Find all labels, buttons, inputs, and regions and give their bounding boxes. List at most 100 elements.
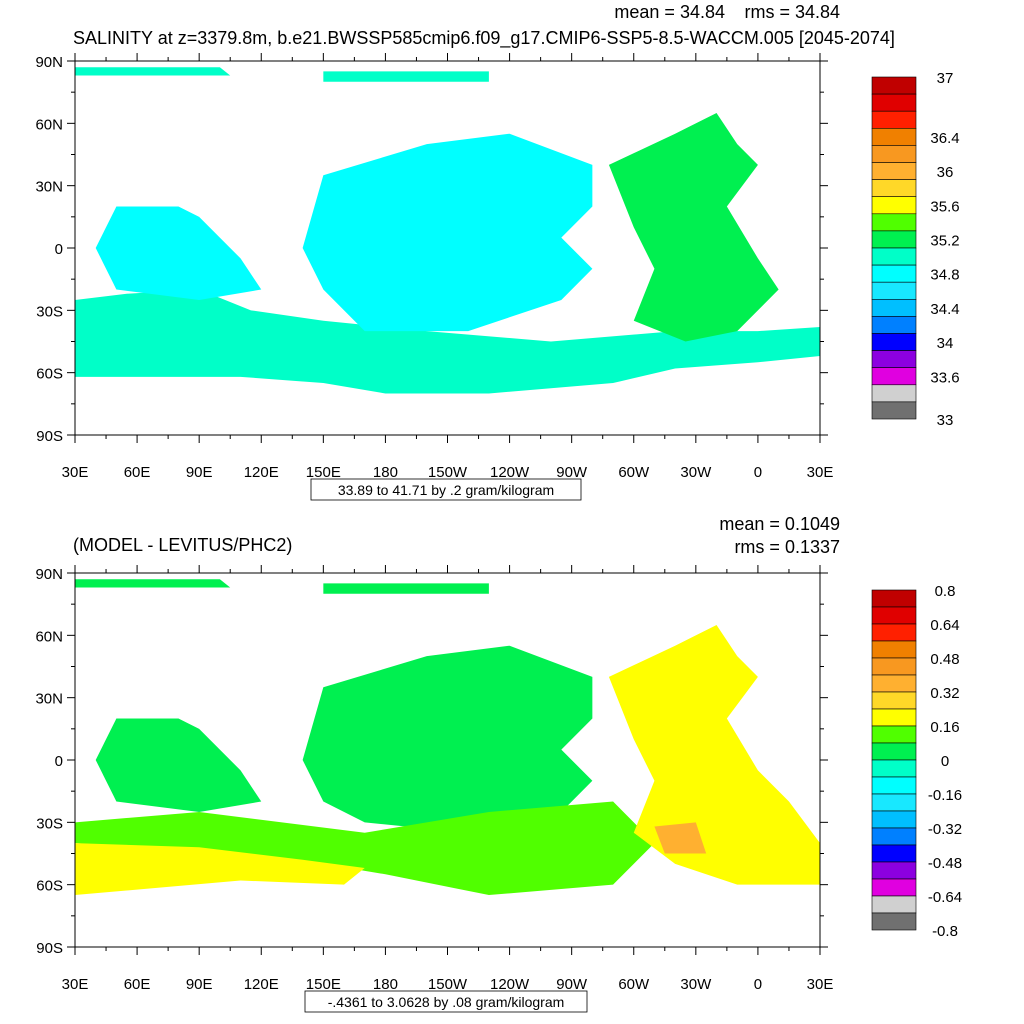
ocean-region <box>95 206 262 300</box>
x-tick-label: 0 <box>754 976 762 993</box>
ocean-region <box>323 71 489 82</box>
x-tick-label: 30W <box>680 976 712 993</box>
colorbar-label: 36.4 <box>930 130 959 147</box>
x-tick-label: 90W <box>556 976 588 993</box>
colorbar-label: -0.32 <box>928 821 962 838</box>
ocean-region <box>323 583 489 594</box>
contour-info-label: 33.89 to 41.71 by .2 gram/kilogram <box>338 482 554 498</box>
colorbar-box <box>871 623 917 642</box>
colorbar-label: 35.2 <box>930 232 959 249</box>
colorbar-box <box>871 589 917 608</box>
colorbar-box <box>871 895 917 914</box>
colorbar-label: 35.6 <box>930 198 959 215</box>
colorbar-box <box>871 759 917 778</box>
ocean-region <box>95 718 262 812</box>
ocean-region <box>608 112 779 342</box>
colorbar-label: 33 <box>937 412 954 429</box>
x-tick-label: 0 <box>754 464 762 481</box>
colorbar-label: 0 <box>941 753 949 770</box>
y-tick-label: 30S <box>36 815 63 832</box>
x-tick-label: 90E <box>186 464 213 481</box>
y-tick-label: 30N <box>35 691 63 708</box>
ocean-region <box>75 579 231 588</box>
colorbar-box <box>871 247 917 266</box>
colorbar-box <box>871 844 917 863</box>
y-tick-label: 90N <box>35 54 63 71</box>
ocean-region <box>654 822 707 854</box>
ocean-region <box>608 624 820 885</box>
colorbar-label: 37 <box>937 70 954 87</box>
colorbar-box <box>871 230 917 249</box>
x-tick-label: 60E <box>124 976 151 993</box>
map-panel-1: 30E 60E 90E 120E 150E 180 150W 120W 90W 60W 30W 0 30… <box>35 2 960 501</box>
ocean-region <box>302 645 593 833</box>
x-tick-label: 180 <box>373 464 398 481</box>
colorbar-label: 34.4 <box>930 301 959 318</box>
x-tick-label: 150E <box>306 464 341 481</box>
y-tick-label: 0 <box>55 241 63 258</box>
colorbar-box <box>871 76 917 95</box>
colorbar-box <box>871 776 917 795</box>
colorbar-box <box>871 708 917 727</box>
colorbar-label: 34.8 <box>930 267 959 284</box>
plot-title: SALINITY at z=3379.8m, b.e21.BWSSP585cmi… <box>73 28 895 49</box>
colorbar-box <box>871 384 917 403</box>
colorbar-label: 0.32 <box>930 685 959 702</box>
colorbar-box <box>871 213 917 232</box>
colorbar-box <box>871 179 917 198</box>
colorbar-label: -0.8 <box>932 923 958 940</box>
y-tick-label: 60S <box>36 366 63 383</box>
x-tick-label: 150W <box>428 976 468 993</box>
colorbar-box <box>871 281 917 300</box>
colorbar-box <box>871 725 917 744</box>
colorbar-label: 34 <box>937 335 954 352</box>
ocean-region <box>75 67 231 76</box>
colorbar-box <box>871 333 917 351</box>
x-tick-label: 60W <box>618 976 650 993</box>
ocean-region <box>75 289 820 394</box>
y-tick-label: 90S <box>36 428 63 445</box>
colorbar-box <box>871 810 917 829</box>
colorbar-label: 0.16 <box>930 719 959 736</box>
colorbar-label: -0.16 <box>928 787 962 804</box>
colorbar-label: -0.48 <box>928 855 962 872</box>
colorbar-box <box>871 912 917 931</box>
x-tick-label: 60E <box>124 464 151 481</box>
plot-title: (MODEL - LEVITUS/PHC2) <box>73 535 292 555</box>
colorbar-box <box>871 793 917 812</box>
x-tick-label: 180 <box>373 976 398 993</box>
y-tick-label: 90N <box>35 566 63 583</box>
x-tick-label: 150W <box>428 464 468 481</box>
x-tick-label: 60W <box>618 464 650 481</box>
x-tick-label: 30W <box>680 464 712 481</box>
colorbar-label: 36 <box>937 164 954 181</box>
x-tick-label: 120E <box>244 464 279 481</box>
x-tick-label: 150E <box>306 976 341 993</box>
x-tick-label: 90E <box>186 976 213 993</box>
colorbar-box <box>871 264 917 283</box>
y-tick-label: 30S <box>36 303 63 320</box>
colorbar-box <box>871 878 917 897</box>
colorbar-box <box>871 657 917 676</box>
colorbar-box <box>871 606 917 625</box>
x-tick-label: 120W <box>490 464 530 481</box>
y-tick-label: 60N <box>35 628 63 645</box>
colorbar-box <box>871 110 917 129</box>
contour-info-label: -.4361 to 3.0628 by .08 gram/kilogram <box>328 994 565 1010</box>
colorbar-label: 0.64 <box>930 617 959 634</box>
rms-label: rms = 34.84 <box>744 2 840 22</box>
colorbar-label: 0.8 <box>935 583 956 600</box>
contour-info-box <box>304 990 588 1013</box>
rms-label: rms = 0.1337 <box>734 537 840 557</box>
colorbar-box <box>871 367 917 386</box>
mean-label: mean = 0.1049 <box>719 514 840 534</box>
colorbar-box <box>871 742 917 761</box>
y-tick-label: 60N <box>35 116 63 133</box>
colorbar-box <box>871 93 917 112</box>
colorbar-box <box>871 298 917 317</box>
colorbar-box <box>871 640 917 659</box>
colorbar-label: 33.6 <box>930 369 959 386</box>
colorbar-box <box>871 145 917 163</box>
x-tick-label: 120E <box>244 976 279 993</box>
